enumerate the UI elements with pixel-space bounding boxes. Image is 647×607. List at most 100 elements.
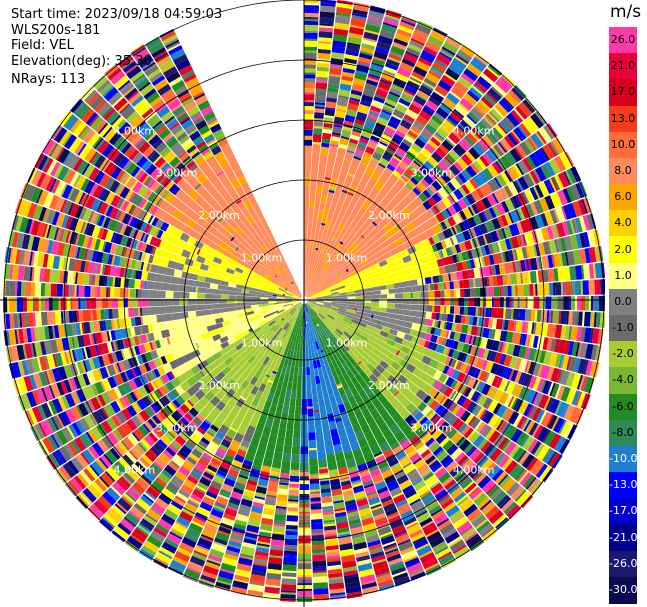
velocity-cell <box>392 276 402 284</box>
velocity-cell <box>552 282 556 296</box>
velocity-cell <box>496 404 507 418</box>
velocity-cell <box>380 495 392 502</box>
velocity-cell <box>214 537 228 546</box>
velocity-cell <box>176 407 186 417</box>
velocity-cell <box>191 328 201 337</box>
velocity-cell <box>476 121 490 135</box>
velocity-cell <box>431 234 441 244</box>
velocity-cell <box>315 375 321 385</box>
velocity-cell <box>333 162 342 173</box>
velocity-cell <box>177 421 186 429</box>
velocity-cell <box>427 157 437 167</box>
velocity-cell <box>425 44 439 53</box>
velocity-cell <box>187 500 199 508</box>
velocity-cell <box>472 336 477 346</box>
velocity-cell <box>274 318 282 325</box>
velocity-cell <box>488 328 494 339</box>
velocity-cell <box>376 573 393 584</box>
velocity-cell <box>518 207 526 220</box>
velocity-cell <box>304 38 318 41</box>
velocity-cell <box>571 219 578 234</box>
velocity-cell <box>461 270 469 280</box>
velocity-cell <box>48 297 53 311</box>
velocity-cell <box>333 376 341 386</box>
velocity-cell <box>289 481 299 485</box>
velocity-cell <box>584 377 595 394</box>
velocity-cell <box>424 208 436 220</box>
velocity-cell <box>513 129 524 142</box>
velocity-cell <box>441 498 455 510</box>
velocity-cell <box>458 123 469 133</box>
velocity-cell <box>316 178 324 187</box>
velocity-cell <box>226 398 237 409</box>
velocity-cell <box>499 120 511 134</box>
velocity-cell <box>496 275 504 286</box>
velocity-cell <box>50 283 57 297</box>
velocity-cell <box>329 310 338 315</box>
velocity-cell <box>389 87 402 96</box>
velocity-cell <box>57 396 67 411</box>
velocity-cell <box>524 233 529 246</box>
velocity-cell <box>198 396 210 408</box>
velocity-cell <box>486 373 496 386</box>
velocity-cell <box>271 467 281 473</box>
velocity-cell <box>266 339 274 348</box>
velocity-cell <box>371 294 380 299</box>
velocity-cell <box>175 435 187 446</box>
velocity-cell <box>470 512 483 524</box>
velocity-cell <box>120 328 128 339</box>
velocity-cell <box>165 291 174 299</box>
velocity-cell <box>241 545 255 551</box>
velocity-cell <box>305 343 309 352</box>
velocity-cell <box>268 379 274 384</box>
velocity-cell <box>321 215 328 224</box>
velocity-cell <box>410 38 425 46</box>
velocity-cell <box>467 345 473 354</box>
velocity-cell <box>498 378 509 391</box>
velocity-cell <box>323 371 329 381</box>
velocity-cell <box>59 411 72 426</box>
velocity-cell <box>322 305 331 309</box>
velocity-cell <box>286 308 294 315</box>
velocity-cell <box>474 105 486 116</box>
velocity-cell <box>73 376 82 390</box>
velocity-cell <box>392 572 409 581</box>
velocity-cell <box>266 494 277 499</box>
velocity-cell <box>406 355 416 365</box>
velocity-cell <box>351 225 360 235</box>
velocity-cell <box>566 168 577 184</box>
velocity-cell <box>237 425 248 436</box>
velocity-cell <box>311 528 324 534</box>
velocity-cell <box>307 281 312 289</box>
velocity-cell <box>396 331 406 339</box>
velocity-cell <box>258 320 267 327</box>
velocity-cell <box>255 329 264 337</box>
velocity-cell <box>326 453 336 463</box>
velocity-cell <box>218 570 234 581</box>
velocity-cell <box>46 370 53 384</box>
velocity-cell <box>350 475 361 482</box>
velocity-cell <box>283 313 290 320</box>
velocity-cell <box>565 252 570 266</box>
velocity-cell <box>421 433 433 444</box>
velocity-cell <box>474 277 482 288</box>
velocity-cell <box>93 499 109 515</box>
velocity-cell <box>338 143 348 150</box>
velocity-cell <box>344 341 353 349</box>
velocity-cell <box>106 276 114 287</box>
velocity-cell <box>469 345 476 356</box>
velocity-cell <box>544 195 555 210</box>
velocity-cell <box>334 339 342 348</box>
velocity-cell <box>185 359 196 370</box>
velocity-cell <box>478 247 483 257</box>
velocity-cell <box>320 235 326 244</box>
velocity-cell <box>563 340 571 355</box>
velocity-cell <box>173 291 182 299</box>
velocity-cell <box>324 276 332 283</box>
velocity-cell <box>315 193 322 203</box>
velocity-cell <box>120 440 130 451</box>
velocity-cell <box>359 470 370 478</box>
velocity-cell <box>487 112 499 124</box>
velocity-cell <box>258 383 267 393</box>
velocity-cell <box>334 349 342 358</box>
